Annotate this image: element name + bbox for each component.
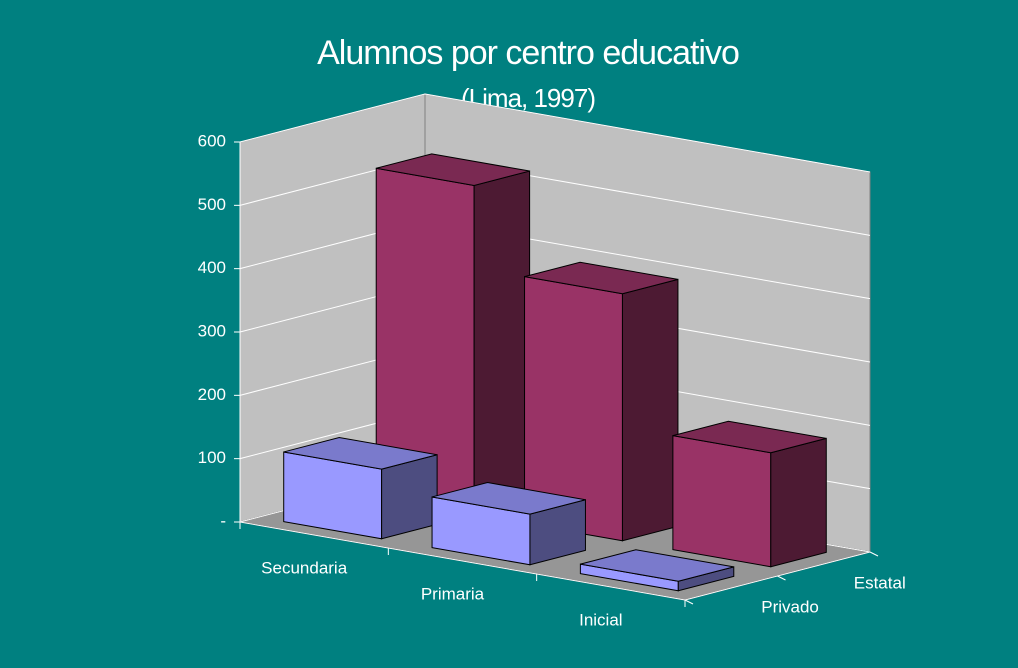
y-tick-label: 300 <box>198 321 226 340</box>
x-tick-label: Secundaria <box>261 558 348 577</box>
x-tick-label: Inicial <box>579 610 622 629</box>
bar-side <box>770 437 827 568</box>
x-tick-label: Primaria <box>421 584 485 603</box>
bar-top <box>524 261 679 295</box>
x-axis <box>239 521 686 601</box>
bar <box>431 482 586 566</box>
y-tick-label: - <box>220 511 226 530</box>
bar-top <box>283 437 438 470</box>
series-label: Privado <box>761 597 819 616</box>
depth-tick <box>684 599 694 605</box>
bar <box>375 153 531 516</box>
y-tick-label: 500 <box>198 195 226 214</box>
series-label: Estatal <box>854 573 906 592</box>
bar <box>672 420 827 568</box>
y-tick-label: 200 <box>198 385 226 404</box>
bar-front <box>672 435 772 568</box>
grid-line <box>239 93 871 173</box>
bar <box>283 437 438 540</box>
bar-top <box>431 482 586 515</box>
bar <box>524 261 679 542</box>
bar-side <box>621 278 679 542</box>
bar-top <box>376 153 530 186</box>
bar-top <box>672 420 827 454</box>
y-tick-label: 400 <box>198 258 226 277</box>
y-tick-label: 600 <box>198 131 226 150</box>
y-tick-label: 100 <box>198 448 226 467</box>
bar <box>579 549 735 592</box>
depth-tick <box>869 551 879 557</box>
bar-top <box>580 549 734 582</box>
chart-title: Alumnos por centro educativo <box>317 34 739 72</box>
depth-tick <box>777 575 786 581</box>
bar-side <box>473 170 531 516</box>
